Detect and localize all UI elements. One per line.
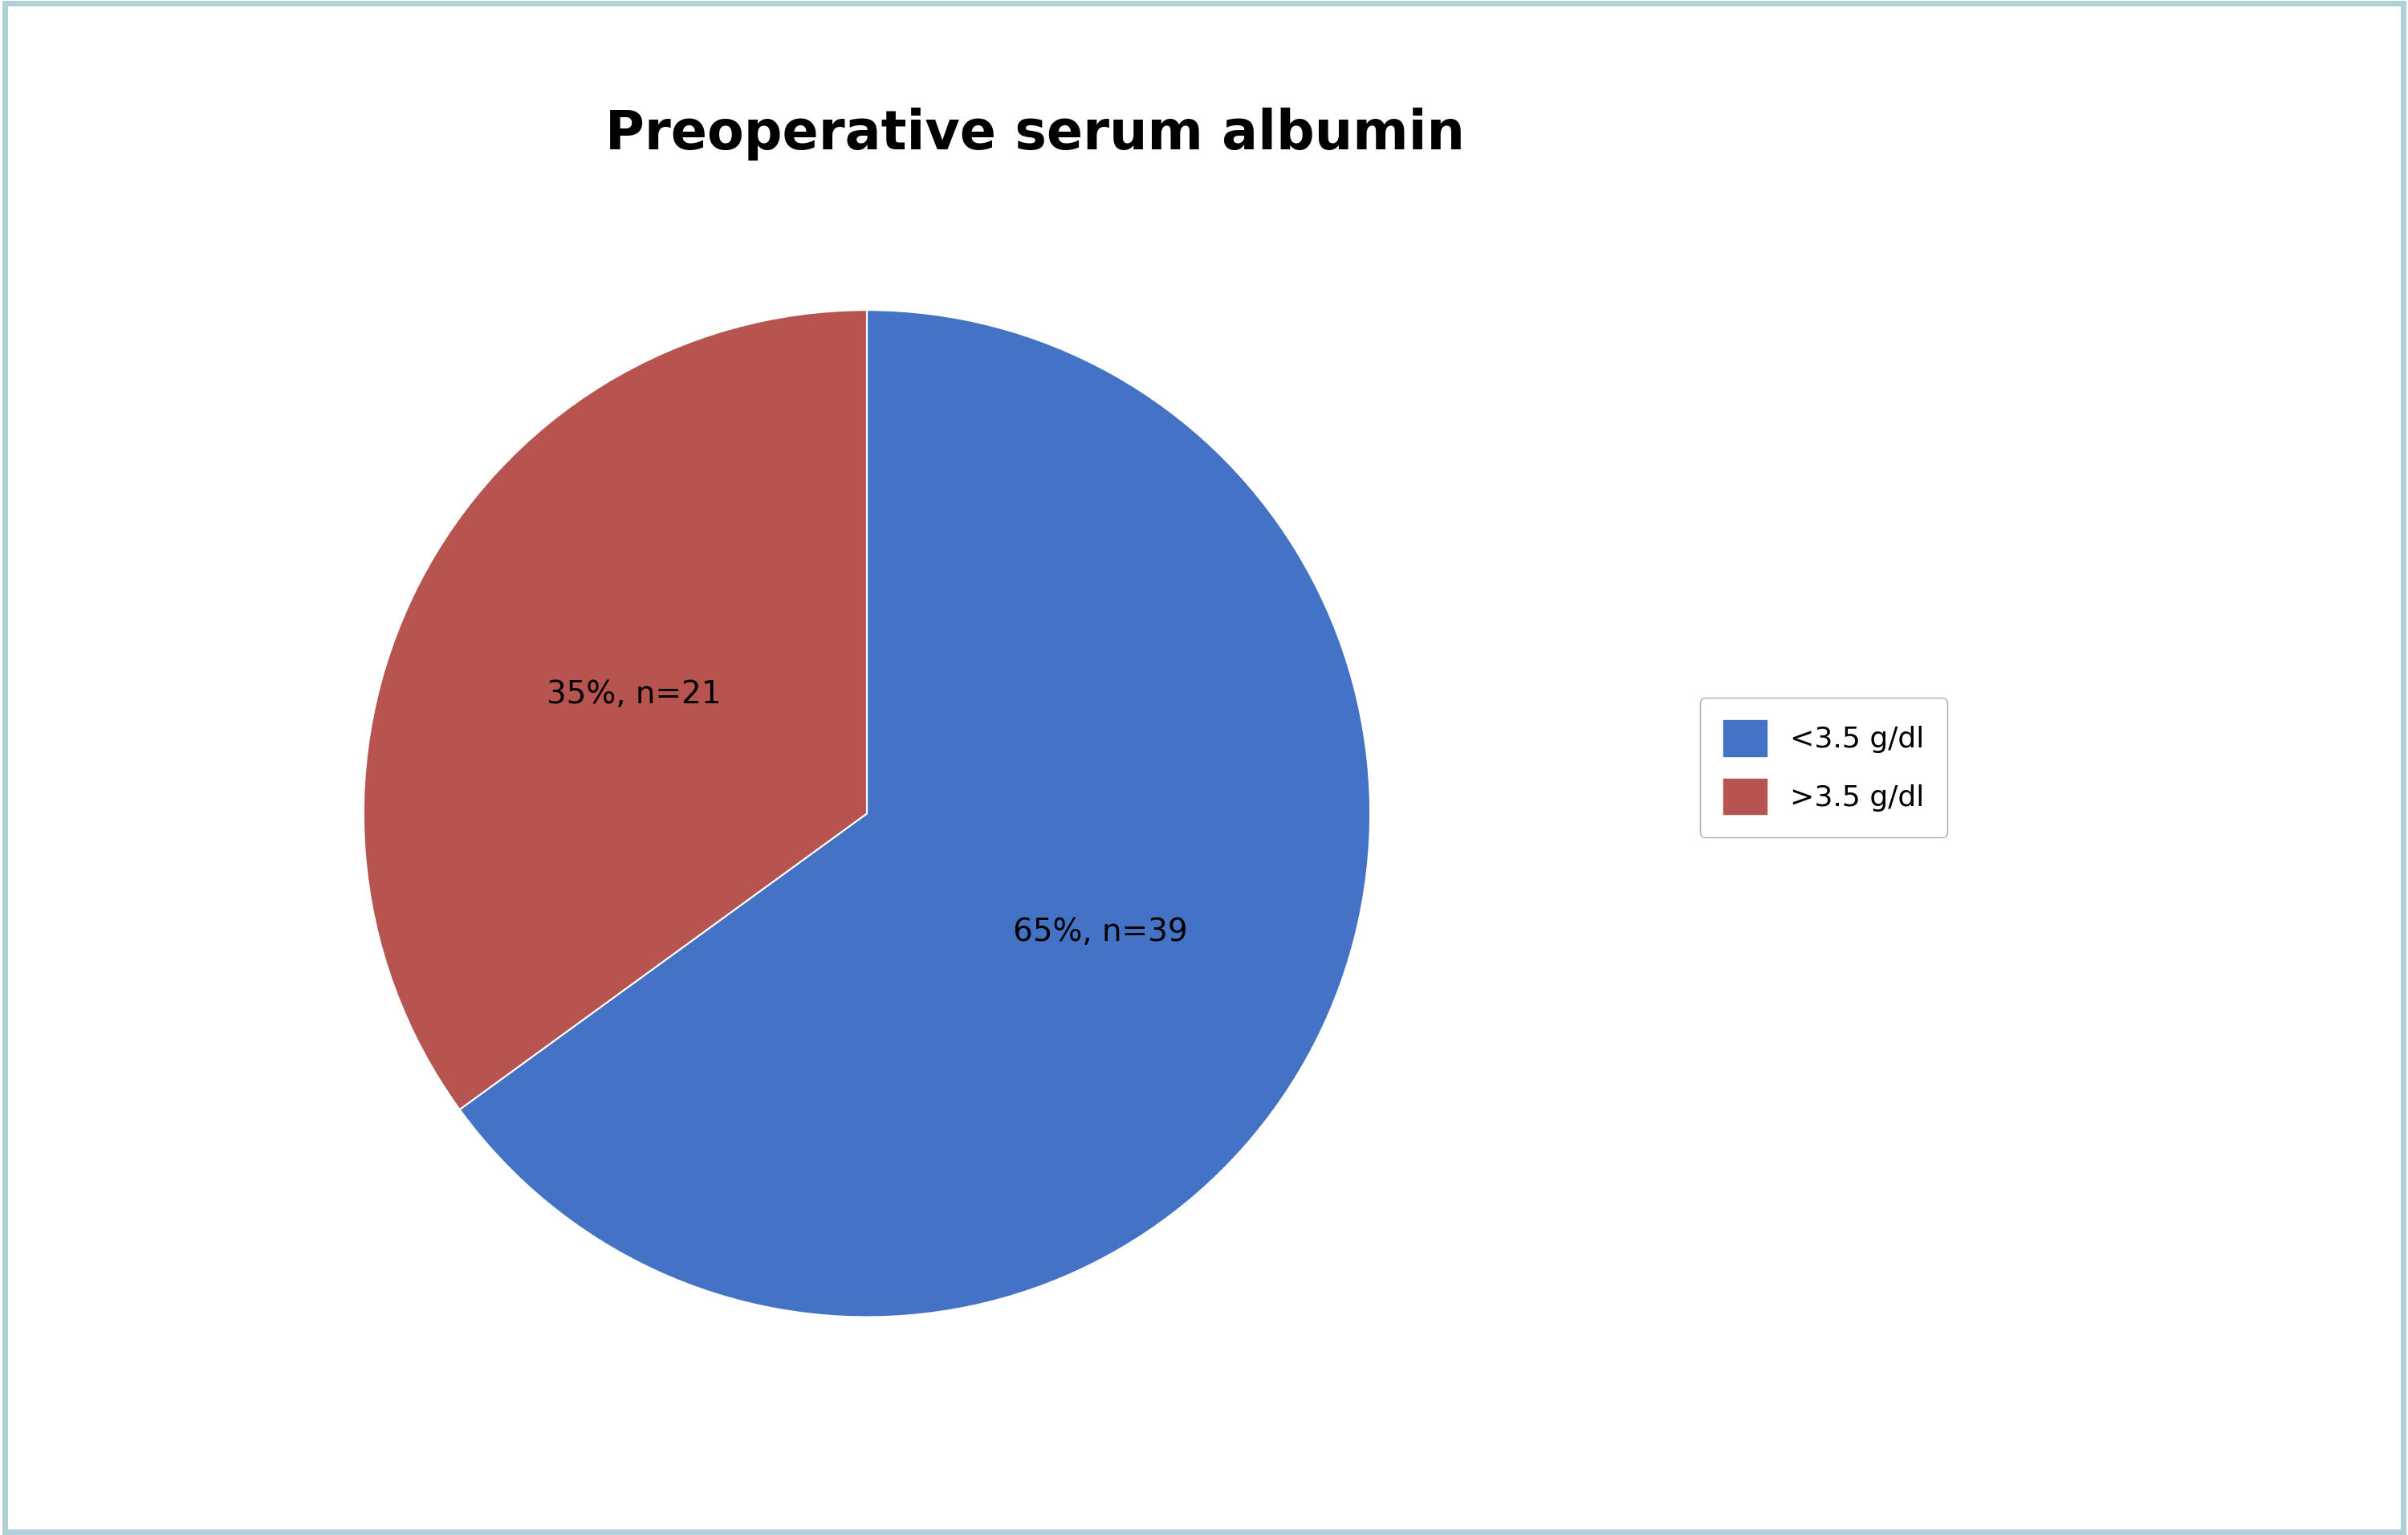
Wedge shape	[364, 310, 867, 1110]
Legend: <3.5 g/dl, >3.5 g/dl: <3.5 g/dl, >3.5 g/dl	[1700, 697, 1948, 838]
Text: 35%, n=21: 35%, n=21	[547, 680, 720, 711]
Text: 65%, n=39: 65%, n=39	[1014, 916, 1187, 947]
Text: Preoperative serum albumin: Preoperative serum albumin	[607, 107, 1464, 161]
Wedge shape	[460, 310, 1370, 1317]
